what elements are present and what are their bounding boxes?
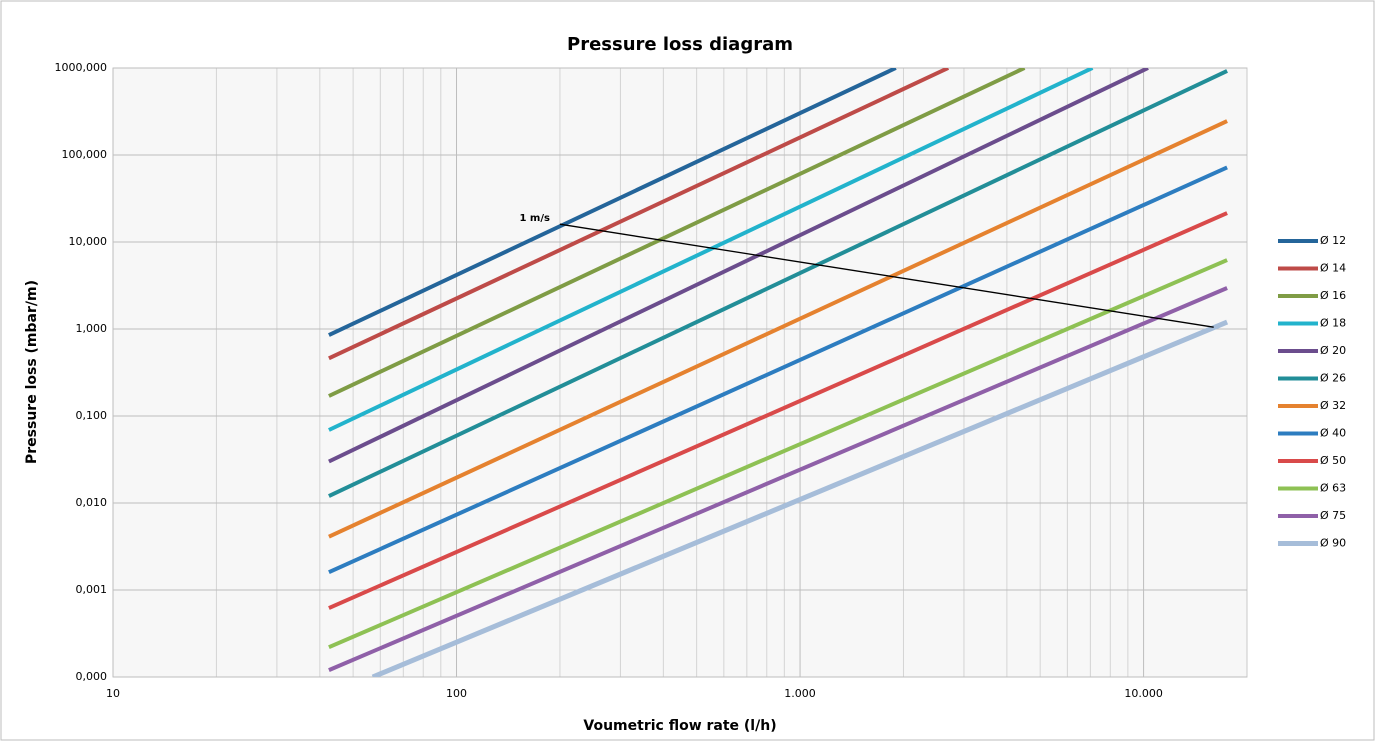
legend-label: Ø 16: [1320, 289, 1346, 302]
legend-label: Ø 40: [1320, 427, 1346, 440]
legend-label: Ø 20: [1320, 344, 1346, 357]
series-line: [328, 69, 1228, 498]
series-line: [371, 319, 1229, 677]
chart-title: Pressure loss diagram: [567, 34, 793, 55]
x-tick-label: 1.000: [784, 687, 816, 700]
series-line: [328, 68, 897, 337]
x-axis-label: Voumetric flow rate (l/h): [583, 718, 776, 734]
y-tick-label: 100,000: [62, 148, 108, 161]
legend-label: Ø 63: [1320, 482, 1346, 495]
y-tick-label: 0,100: [76, 409, 108, 422]
grid: [112, 67, 1247, 678]
y-tick-label: 0,001: [76, 583, 108, 596]
legend-label: Ø 50: [1320, 454, 1346, 467]
legend-label: Ø 18: [1320, 317, 1346, 330]
y-tick-label: 1000,000: [55, 61, 108, 74]
series-line: [328, 68, 1094, 432]
legend-label: Ø 32: [1320, 399, 1346, 412]
series-line: [328, 68, 950, 361]
y-tick-label: 1,000: [76, 322, 108, 335]
series-line: [328, 211, 1228, 610]
y-tick-label: 10,000: [69, 235, 108, 248]
legend-label: Ø 26: [1320, 372, 1346, 385]
series-line: [328, 286, 1228, 672]
lines: [328, 68, 1229, 677]
annotation-line: [559, 223, 1214, 328]
series-line: [328, 68, 1149, 464]
x-tick-label: 100: [446, 687, 467, 700]
y-tick-label: 0,000: [76, 670, 108, 683]
annotation-label: 1 m/s: [519, 213, 550, 224]
x-tick-label: 10: [106, 687, 120, 700]
series-line: [328, 68, 1026, 398]
y-axis-label: Pressure loss (mbar/m): [24, 280, 40, 464]
legend-label: Ø 12: [1320, 234, 1346, 247]
series-line: [328, 258, 1228, 650]
series-line: [328, 165, 1228, 575]
y-tick-label: 0,010: [76, 496, 108, 509]
legend-label: Ø 90: [1320, 537, 1346, 550]
legend-label: Ø 14: [1320, 262, 1346, 275]
legend-label: Ø 75: [1320, 509, 1346, 522]
x-tick-label: 10.000: [1124, 687, 1163, 700]
series-line: [328, 119, 1228, 539]
